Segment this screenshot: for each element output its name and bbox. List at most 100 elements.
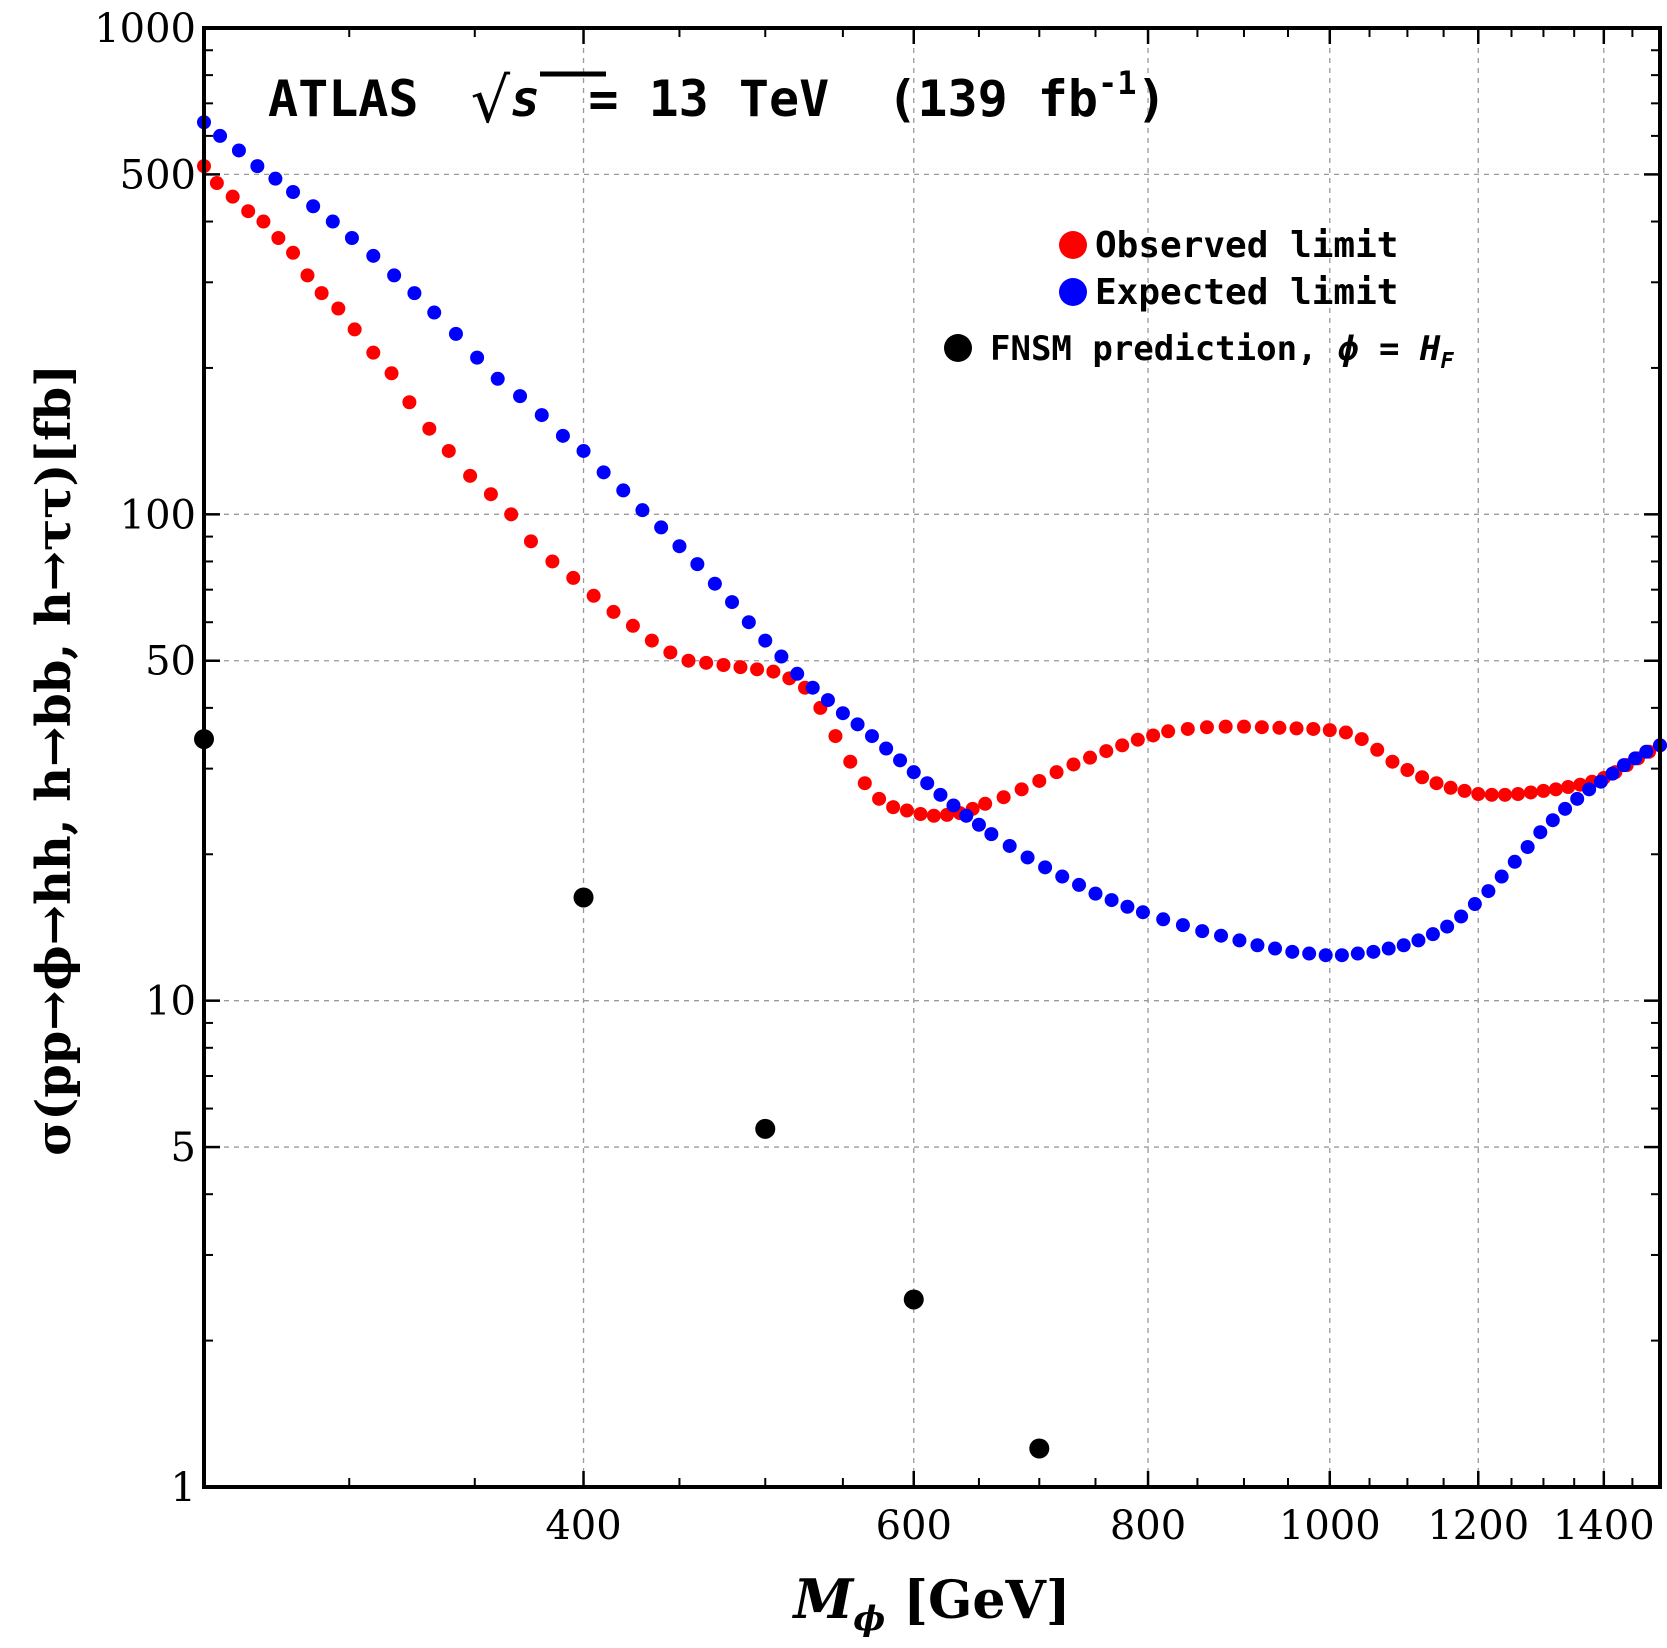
observed-limit-point xyxy=(331,301,346,316)
x-axis-title: Mϕ [GeV] xyxy=(792,1567,1071,1639)
observed-limit-point xyxy=(886,800,901,815)
legend-label-observed: Observed limit xyxy=(1095,225,1398,266)
observed-limit-point xyxy=(1385,754,1400,769)
expected-limit-point xyxy=(534,408,549,423)
observed-limit-point xyxy=(1370,742,1385,757)
fnsm-prediction-point xyxy=(573,887,594,908)
expected-limit-point xyxy=(448,326,463,341)
expected-limit-point xyxy=(213,128,228,143)
expected-limit-point xyxy=(707,576,722,591)
expected-limit-point xyxy=(1268,941,1283,956)
expected-limit-point xyxy=(959,808,974,823)
expected-limit-point xyxy=(616,483,631,498)
observed-limit-point xyxy=(606,604,621,619)
expected-limit-point xyxy=(1020,850,1035,865)
expected-limit-point xyxy=(635,503,650,518)
x-tick-label: 1400 xyxy=(1553,1503,1655,1549)
observed-limit-point xyxy=(1400,763,1415,778)
observed-limit-point xyxy=(1180,721,1195,736)
observed-limit-point xyxy=(504,507,519,522)
expected-limit-point xyxy=(1570,791,1585,806)
expected-limit-point xyxy=(1104,893,1119,908)
observed-limit-point xyxy=(286,245,301,260)
observed-limit-point xyxy=(1049,765,1064,780)
x-tick-label: 400 xyxy=(545,1503,621,1549)
observed-limit-point xyxy=(300,268,315,283)
expected-limit-point xyxy=(1533,825,1548,840)
observed-limit-point xyxy=(1099,744,1114,759)
expected-limit-point xyxy=(325,214,340,229)
expected-limit-point xyxy=(1593,774,1608,789)
expected-limit-point xyxy=(1072,877,1087,892)
chart-title: ATLAS √s = 13 TeV (139 fb-1) xyxy=(268,64,1167,137)
expected-limit-point xyxy=(1214,928,1229,943)
observed-limit-point xyxy=(1354,732,1369,747)
observed-limit-point xyxy=(483,487,498,502)
observed-limit-point xyxy=(422,421,437,436)
legend-label-expected: Expected limit xyxy=(1095,272,1398,313)
expected-limit-point xyxy=(1454,909,1469,924)
expected-limit-point xyxy=(1396,938,1411,953)
expected-limit-point xyxy=(1558,801,1573,816)
expected-limit-point xyxy=(864,729,879,744)
expected-limit-point xyxy=(555,428,570,443)
expected-limit-point xyxy=(835,706,850,721)
observed-limit-point xyxy=(566,570,581,585)
expected-limit-point xyxy=(1038,860,1053,875)
expected-limit-point xyxy=(1350,946,1365,961)
observed-limit-point xyxy=(241,204,256,219)
observed-limit-point xyxy=(733,660,748,675)
expected-limit-point xyxy=(774,649,789,664)
data-points xyxy=(194,115,1667,1459)
observed-limit-point xyxy=(1497,787,1512,802)
expected-limit-point xyxy=(231,143,246,158)
observed-limit-point xyxy=(978,796,993,811)
observed-limit-point xyxy=(523,534,538,549)
observed-limit-point xyxy=(1338,725,1353,740)
observed-limit-point xyxy=(402,395,417,410)
y-tick-label: 500 xyxy=(120,152,196,198)
expected-limit-point xyxy=(850,717,865,732)
observed-limit-point xyxy=(1272,720,1287,735)
observed-limit-point xyxy=(1443,780,1458,795)
observed-limit-point xyxy=(1199,720,1214,735)
observed-limit-point xyxy=(347,322,362,337)
observed-limit-point xyxy=(1115,738,1130,753)
observed-limit-point xyxy=(644,633,659,648)
fnsm-prediction-point xyxy=(903,1289,924,1310)
expected-limit-point xyxy=(250,159,265,174)
expected-limit-point xyxy=(893,753,908,768)
legend-marker-fnsm xyxy=(944,334,972,362)
expected-limit-point xyxy=(790,666,805,681)
observed-limit-point xyxy=(545,554,560,569)
expected-limit-point xyxy=(758,633,773,648)
y-tick-label: 100 xyxy=(120,492,196,538)
observed-limit-point xyxy=(1014,782,1029,797)
observed-limit-point xyxy=(1032,773,1047,788)
observed-limit-point xyxy=(1548,782,1563,797)
observed-limit-series xyxy=(197,159,1667,823)
expected-limit-point xyxy=(984,827,999,842)
legend-marker-observed xyxy=(1059,231,1087,259)
expected-limit-point xyxy=(1002,838,1017,853)
expected-limit-point xyxy=(513,389,528,404)
expected-limit-point xyxy=(1545,813,1560,828)
expected-limit-point xyxy=(1366,944,1381,959)
expected-limit-point xyxy=(286,185,301,200)
expected-limit-point xyxy=(490,371,505,386)
expected-limit-point xyxy=(920,776,935,791)
fnsm-prediction-series xyxy=(194,729,1050,1459)
expected-limit-point xyxy=(1318,948,1333,963)
expected-limit-point xyxy=(1639,744,1654,759)
y-tick-label: 10 xyxy=(145,979,196,1025)
legend-label-fnsm: FNSM prediction, ϕ = HF xyxy=(990,329,1454,374)
observed-limit-point xyxy=(843,754,858,769)
expected-limit-point xyxy=(366,248,381,263)
expected-limit-point xyxy=(672,539,687,554)
expected-limit-point xyxy=(1302,946,1317,961)
legend: Observed limit Expected limit FNSM predi… xyxy=(944,225,1454,374)
x-tick-label: 600 xyxy=(876,1503,952,1549)
observed-limit-point xyxy=(271,230,286,245)
observed-limit-point xyxy=(1523,785,1538,800)
observed-limit-point xyxy=(441,443,456,458)
